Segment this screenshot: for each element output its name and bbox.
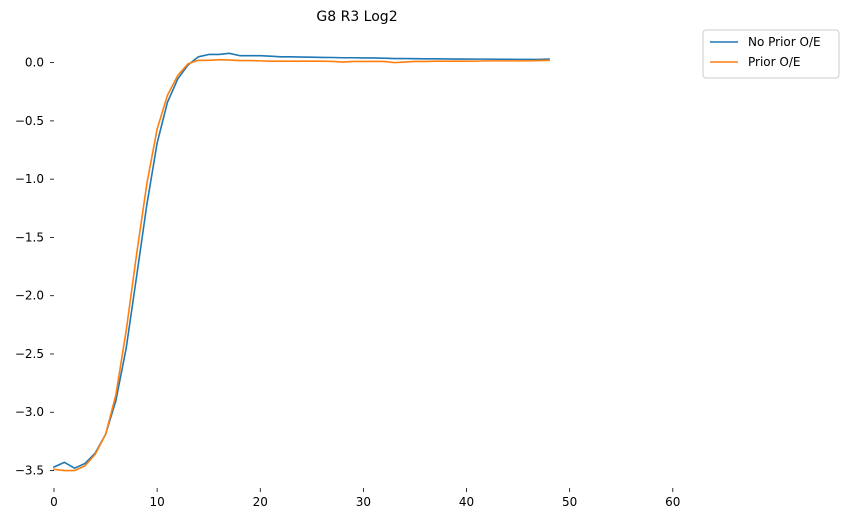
- y-tick-label: −3.0: [15, 405, 44, 419]
- x-tick-label: 50: [562, 495, 577, 509]
- y-tick-label: −3.5: [15, 464, 44, 478]
- y-tick-label: −1.5: [15, 230, 44, 244]
- legend-label: No Prior O/E: [748, 35, 821, 49]
- x-tick-label: 0: [50, 495, 58, 509]
- y-tick-label: −2.5: [15, 347, 44, 361]
- legend-label: Prior O/E: [748, 55, 800, 69]
- y-tick-label: −1.0: [15, 172, 44, 186]
- y-tick-label: −0.5: [15, 114, 44, 128]
- series-line-no-prior-oe: [52, 52, 550, 469]
- y-tick-label: 0.0: [25, 56, 44, 70]
- y-tick-label: −2.0: [15, 289, 44, 303]
- series-line-prior-oe: [53, 58, 550, 472]
- x-tick-label: 60: [665, 495, 680, 509]
- plot-area: [52, 52, 550, 472]
- x-tick-label: 30: [356, 495, 371, 509]
- y-axis: 0.0 −0.5 −1.0 −1.5 −2.0 −2.5 −3.0 −3.5: [15, 56, 54, 478]
- legend: No Prior O/E Prior O/E: [702, 29, 840, 79]
- x-tick-label: 10: [149, 495, 164, 509]
- x-tick-label: 20: [253, 495, 268, 509]
- x-axis: 0 10 20 30 40 50 60: [50, 488, 680, 509]
- x-tick-label: 40: [459, 495, 474, 509]
- chart-title: G8 R3 Log2: [316, 9, 397, 25]
